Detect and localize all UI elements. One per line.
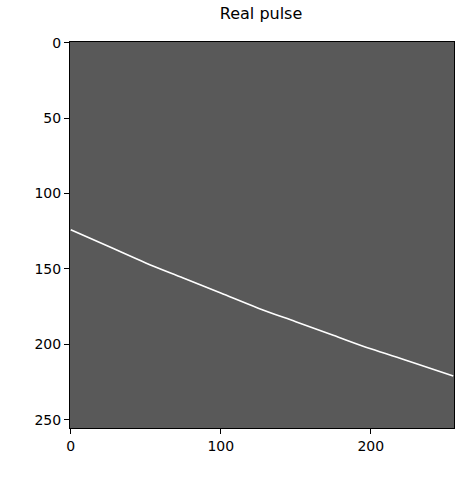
svg-text:0: 0	[52, 35, 61, 51]
svg-text:150: 150	[34, 261, 61, 277]
svg-text:100: 100	[207, 438, 234, 454]
svg-text:200: 200	[357, 438, 384, 454]
svg-text:250: 250	[34, 412, 61, 428]
svg-text:50: 50	[43, 110, 61, 126]
svg-text:0: 0	[66, 438, 75, 454]
svg-text:Real pulse: Real pulse	[220, 4, 303, 23]
svg-text:200: 200	[34, 336, 61, 352]
svg-text:100: 100	[34, 185, 61, 201]
